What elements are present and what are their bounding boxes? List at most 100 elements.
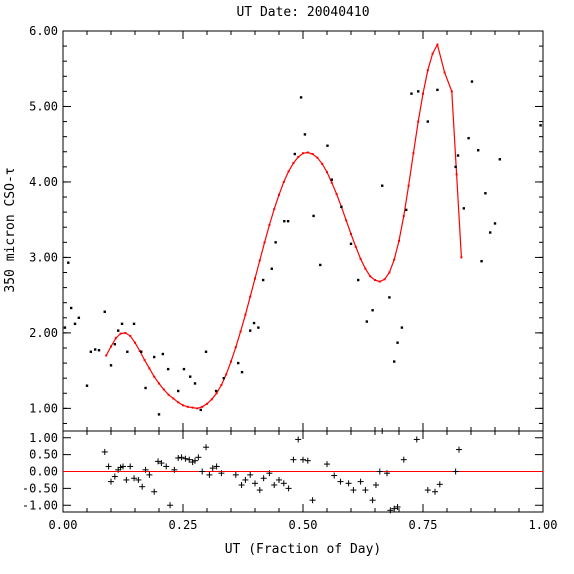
residual-y-tick-label: 0.00: [29, 465, 58, 479]
residual-point: [120, 463, 126, 470]
fit-point: [282, 180, 285, 183]
fit-point: [234, 346, 237, 349]
fit-point: [138, 350, 141, 352]
residual-y-tick-label: 0.50: [29, 448, 58, 462]
observation-point: [69, 306, 73, 310]
fit-point: [417, 120, 420, 123]
fit-point: [316, 156, 319, 159]
fit-point: [124, 331, 127, 334]
residual-point: [345, 480, 352, 487]
fit-curve-line: [105, 42, 462, 410]
residual-point: [394, 503, 401, 510]
residual-point: [218, 470, 225, 477]
residual-point: [206, 471, 213, 478]
fit-point: [335, 193, 338, 196]
fit-point: [225, 373, 228, 376]
observation-point: [330, 178, 333, 181]
residual-point: [178, 454, 185, 461]
residual-point: [171, 466, 178, 473]
observation-point: [426, 120, 429, 123]
fit-point: [263, 241, 266, 244]
observation-point: [120, 322, 124, 326]
residual-point: [203, 444, 210, 451]
fit-point: [297, 156, 300, 159]
fit-point: [268, 223, 271, 226]
residual-point: [276, 476, 282, 483]
fit-point: [388, 271, 391, 274]
observation-point: [126, 350, 129, 353]
fit-point: [422, 92, 424, 95]
residual-point: [167, 502, 174, 509]
fit-point: [254, 277, 256, 280]
main-y-ticks: 1.00 2.00 3.00 4.00 5.00 6.00: [29, 24, 543, 424]
fit-point: [215, 392, 218, 395]
observation-point: [161, 352, 165, 356]
observation-point: [257, 326, 260, 329]
residual-point: [105, 463, 112, 470]
fit-point: [220, 383, 223, 386]
observation-point: [166, 367, 170, 371]
fit-point: [110, 345, 112, 348]
residual-point: [369, 497, 376, 504]
residual-point: [192, 457, 198, 464]
residual-point: [362, 487, 369, 494]
observation-point: [153, 355, 156, 359]
fit-point: [378, 280, 381, 283]
residual-point: [295, 436, 302, 443]
observation-point: [85, 384, 89, 387]
fit-point: [105, 354, 108, 357]
fit-point: [167, 393, 170, 396]
residual-point: [146, 471, 153, 478]
fit-point: [129, 334, 132, 337]
observation-point: [417, 90, 420, 93]
fit-point: [450, 90, 453, 93]
observation-point: [182, 367, 186, 371]
fit-point: [364, 267, 367, 270]
fit-point: [162, 388, 165, 391]
chart-title: UT Date: 20040410: [236, 5, 369, 20]
residual-point: [158, 460, 165, 467]
fit-point: [273, 208, 276, 211]
observation-point: [477, 149, 480, 152]
residual-point: [387, 507, 394, 514]
residual-point: [155, 458, 162, 465]
residual-point: [238, 482, 245, 488]
observation-point: [319, 263, 322, 267]
residual-point: [135, 476, 142, 483]
fit-point: [426, 69, 429, 72]
fit-point: [172, 397, 175, 400]
residual-point: [331, 472, 338, 479]
observation-point: [456, 154, 460, 157]
fit-point: [191, 406, 194, 409]
residual-point: [163, 463, 170, 470]
fit-point: [182, 404, 184, 407]
residual-point: [111, 473, 118, 480]
residual-point: [242, 476, 249, 483]
residual-point: [195, 454, 202, 461]
fit-point: [230, 360, 232, 363]
residual-point: [290, 456, 297, 463]
fit-point: [455, 173, 458, 176]
fit-point: [407, 184, 410, 187]
fit-point: [244, 313, 247, 316]
fit-point: [292, 162, 295, 165]
fit-point: [134, 341, 136, 344]
observation-point: [480, 259, 483, 263]
observation-point: [498, 158, 501, 161]
residual-point: [139, 483, 146, 490]
residual-point: [337, 478, 344, 485]
residual-point: [209, 465, 216, 472]
residual-point: [271, 482, 278, 488]
residual-point: [452, 468, 459, 475]
observation-point: [467, 136, 470, 140]
fit-point: [196, 407, 199, 410]
observation-point: [340, 205, 343, 209]
observation-point: [299, 96, 303, 99]
fit-point: [239, 330, 242, 333]
residual-point: [127, 463, 134, 470]
observation-point: [286, 219, 290, 223]
observation-point: [144, 386, 147, 390]
residual-point: [280, 480, 287, 487]
residual-point: [123, 476, 130, 483]
residual-point: [186, 456, 193, 463]
